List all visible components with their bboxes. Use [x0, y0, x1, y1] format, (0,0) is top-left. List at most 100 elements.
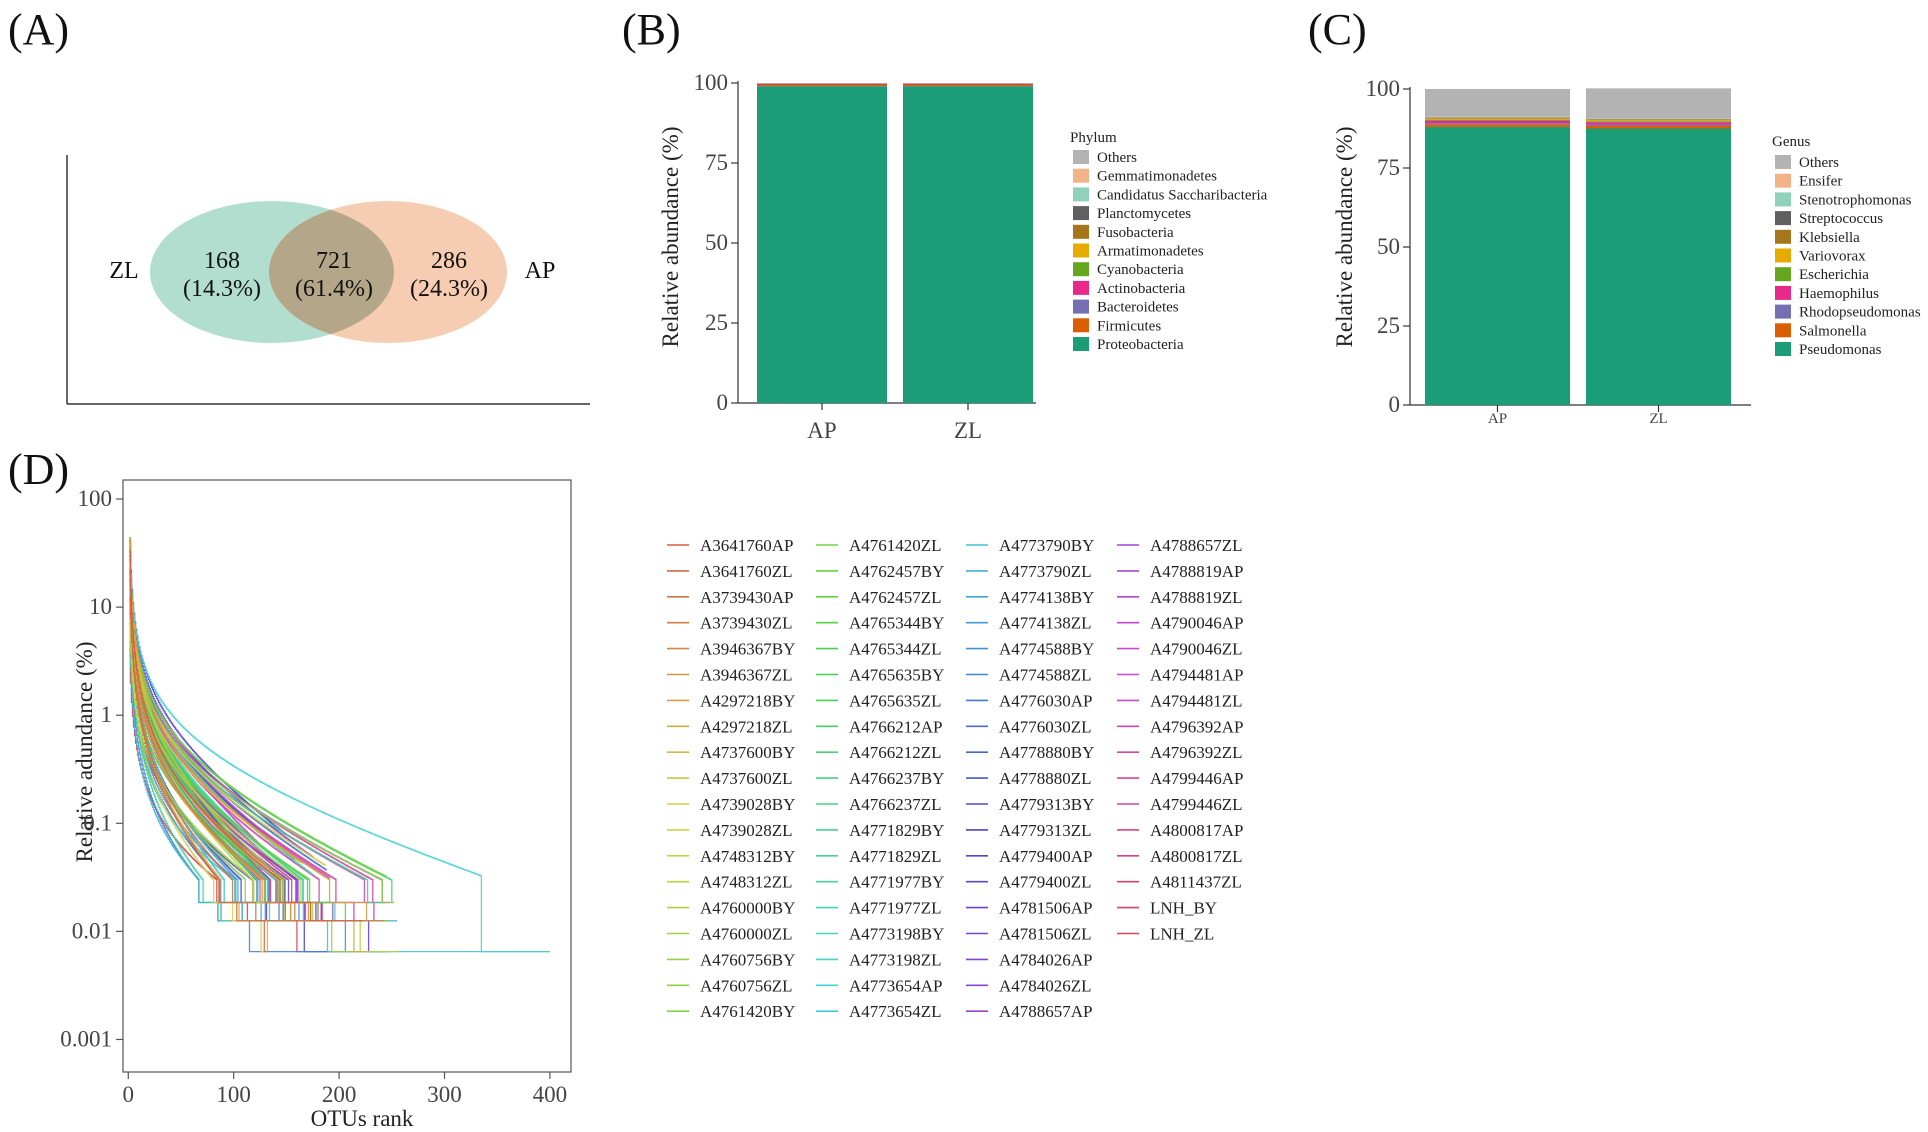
phylum-legend-label-armatimonadetes: Armatimonadetes: [1097, 244, 1204, 260]
genus-y-tick-label: 25: [1377, 313, 1400, 338]
phylum-legend-label-gemmatimonadetes: Gemmatimonadetes: [1097, 169, 1217, 185]
genus-legend-swatch-klebsiella: [1775, 229, 1791, 244]
rank-abundance-line-a4773654ap: [129, 541, 550, 953]
genus-bar-streptococcus-ap: [1425, 117, 1570, 119]
phylum-bar-bacteroidetes-zl: [903, 83, 1033, 85]
rank-abundance-legend-label-a4796392zl: A4796392ZL: [1150, 743, 1243, 762]
phylum-y-axis-title: Relative abundance (%): [658, 127, 683, 348]
venn-percent-ap-only: (24.3%): [410, 276, 488, 302]
genus-bar-ensifer-zl: [1586, 118, 1731, 119]
venn-percent-shared: (61.4%): [295, 276, 373, 302]
rank-abundance-legend-label-a4765635by: A4765635BY: [849, 666, 944, 685]
rank-abundance-legend-label-a4790046zl: A4790046ZL: [1150, 640, 1243, 659]
phylum-bar-bacteroidetes-ap: [757, 83, 887, 85]
genus-legend-swatch-others: [1775, 155, 1791, 169]
rank-abundance-legend-label-a4788819zl: A4788819ZL: [1150, 588, 1243, 607]
rank-abundance-legend-label-a4784026zl: A4784026ZL: [999, 976, 1092, 995]
rank-abundance-legend-label-a4765344zl: A4765344ZL: [849, 640, 942, 659]
rank-abundance-chart: OTUs rank Relative adundance (%) 1001010…: [60, 479, 1244, 1131]
rank-abundance-y-tick-label: 10: [89, 594, 112, 619]
phylum-legend-swatch-planctomycetes: [1073, 206, 1089, 221]
rank-abundance-legend-label-a4737600zl: A4737600ZL: [700, 769, 793, 788]
rank-abundance-legend-label-a4776030zl: A4776030ZL: [999, 717, 1092, 736]
rank-abundance-legend-label-a4799446ap: A4799446AP: [1150, 769, 1244, 788]
genus-y-tick-label: 75: [1377, 155, 1400, 180]
rank-abundance-x-axis-title: OTUs rank: [311, 1106, 414, 1131]
rank-abundance-legend-label-a4771829zl: A4771829ZL: [849, 847, 942, 866]
phylum-x-tick-label: ZL: [954, 418, 982, 443]
rank-abundance-y-axis-title: Relative adundance (%): [72, 642, 97, 863]
rank-abundance-legend-label-a4796392ap: A4796392AP: [1150, 717, 1244, 736]
phylum-legend-swatch-cyanobacteria: [1073, 262, 1089, 277]
rank-abundance-legend-label-a3641760ap: A3641760AP: [700, 536, 794, 555]
rank-abundance-legend-label-a4779400zl: A4779400ZL: [999, 873, 1092, 892]
rank-abundance-legend-label-a4776030ap: A4776030AP: [999, 691, 1093, 710]
genus-legend-swatch-escherichia: [1775, 267, 1791, 282]
genus-legend-label-ensifer: Ensifer: [1799, 174, 1842, 190]
rank-abundance-legend-label-a4765635zl: A4765635ZL: [849, 691, 942, 710]
phylum-legend-label-proteobacteria: Proteobacteria: [1097, 337, 1184, 353]
rank-abundance-legend-label-a4800817zl: A4800817ZL: [1150, 847, 1243, 866]
phylum-legend-swatch-firmicutes: [1073, 318, 1089, 333]
rank-abundance-legend-label-a3739430ap: A3739430AP: [700, 588, 794, 607]
phylum-y-tick-label: 25: [705, 310, 728, 335]
rank-abundance-legend-label-a4811437zl: A4811437ZL: [1150, 873, 1242, 892]
rank-abundance-x-tick-label: 300: [427, 1082, 462, 1107]
phylum-bar-chart: Relative abundance (%) Phylum 0 25 50 75 100…: [658, 70, 1268, 443]
rank-abundance-line-a4779400ap: [129, 537, 288, 836]
genus-bar-chart: Relative abundance (%) Genus 0 25 50 75 100 A…: [1332, 76, 1921, 427]
rank-abundance-y-tick-label: 0.1: [83, 810, 112, 835]
rank-abundance-legend-label-a4788819ap: A4788819AP: [1150, 562, 1244, 581]
genus-y-tick-label: 50: [1377, 234, 1400, 259]
phylum-legend-swatch-actinobacteria: [1073, 280, 1089, 295]
rank-abundance-legend-label-a4773198by: A4773198BY: [849, 925, 944, 944]
rank-abundance-legend-label-a4779313zl: A4779313ZL: [999, 821, 1092, 840]
phylum-legend-swatch-armatimonadetes: [1073, 243, 1089, 258]
genus-legend-label-variovorax: Variovorax: [1799, 249, 1866, 265]
phylum-bar-actinobacteria-zl: [903, 83, 1033, 85]
rank-abundance-legend-label-a4771977zl: A4771977ZL: [849, 899, 942, 918]
rank-abundance-line-a3641760ap: [129, 551, 364, 922]
genus-bar-escherichia-zl: [1586, 121, 1731, 123]
genus-bar-variovorax-zl: [1586, 120, 1731, 122]
rank-abundance-legend-label-a4771977by: A4771977BY: [849, 873, 944, 892]
phylum-bar-proteobacteria-zl: [903, 86, 1033, 403]
rank-abundance-legend-label-a4794481zl: A4794481ZL: [1150, 691, 1243, 710]
phylum-bar-proteobacteria-ap: [757, 86, 887, 403]
rank-abundance-legend-label-a4788657zl: A4788657ZL: [1150, 536, 1243, 555]
rank-abundance-x-tick-label: 200: [322, 1082, 357, 1107]
venn-overlap: [269, 201, 394, 343]
genus-legend-label-others: Others: [1799, 155, 1839, 171]
venn-set-label-zl: ZL: [109, 258, 138, 284]
rank-abundance-y-tick-label: 0.01: [72, 918, 112, 943]
genus-x-tick-label: AP: [1488, 411, 1507, 427]
phylum-legend-swatch-candidatus-saccharibacteria: [1073, 187, 1089, 202]
genus-legend-swatch-haemophilus: [1775, 285, 1791, 300]
genus-bar-salmonella-zl: [1586, 125, 1731, 129]
genus-legend-label-escherichia: Escherichia: [1799, 267, 1869, 283]
panel-label-c: (C): [1308, 5, 1367, 54]
rank-abundance-legend-label-a4779400ap: A4779400AP: [999, 847, 1093, 866]
rank-abundance-legend-label-a4778880by: A4778880BY: [999, 743, 1094, 762]
genus-bar-streptococcus-zl: [1586, 119, 1731, 120]
phylum-legend-swatch-gemmatimonadetes: [1073, 168, 1089, 183]
rank-abundance-legend-label-a4748312zl: A4748312ZL: [700, 873, 793, 892]
rank-abundance-legend-label-a4766212ap: A4766212AP: [849, 717, 943, 736]
phylum-bar-others-ap: [757, 83, 887, 84]
rank-abundance-legend-label-a4761420by: A4761420BY: [700, 1002, 795, 1021]
genus-legend-label-streptococcus: Streptococcus: [1799, 211, 1883, 227]
rank-abundance-line-a4760756zl: [129, 557, 394, 904]
rank-abundance-legend-label-a4766212zl: A4766212ZL: [849, 743, 942, 762]
genus-bar-others-zl: [1586, 88, 1731, 119]
rank-abundance-legend-label-a4774138zl: A4774138ZL: [999, 614, 1092, 633]
genus-legend-swatch-stenotrophomonas: [1775, 192, 1791, 207]
rank-abundance-legend-label-a4774138by: A4774138BY: [999, 588, 1094, 607]
rank-abundance-legend-label-a4773654ap: A4773654AP: [849, 976, 943, 995]
rank-abundance-y-tick-label: 100: [78, 486, 113, 511]
genus-legend-title: Genus: [1772, 134, 1810, 150]
phylum-y-tick-label: 0: [717, 390, 729, 415]
genus-legend-label-klebsiella: Klebsiella: [1799, 230, 1860, 246]
rank-abundance-x-tick-label: 0: [123, 1082, 135, 1107]
rank-abundance-legend-label-a4748312by: A4748312BY: [700, 847, 795, 866]
rank-abundance-legend-label-a4739028zl: A4739028ZL: [700, 821, 793, 840]
